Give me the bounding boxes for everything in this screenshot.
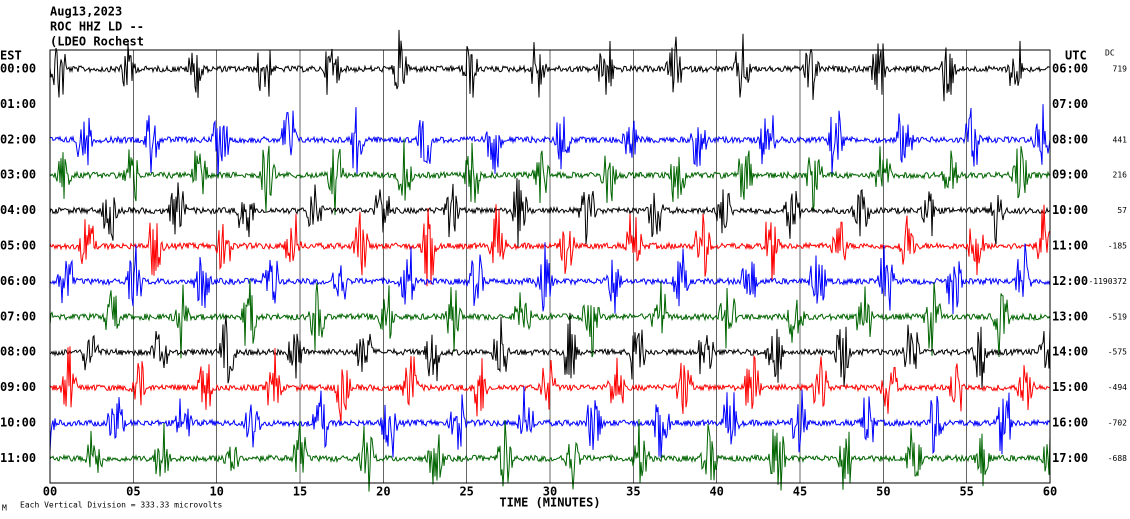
dc-label: -1190372 bbox=[1088, 277, 1127, 286]
est-label: 05:00 bbox=[0, 239, 36, 253]
x-tick-label: 15 bbox=[293, 485, 307, 499]
x-tick-label: 00 bbox=[43, 485, 57, 499]
x-tick-label: 05 bbox=[126, 485, 140, 499]
trace bbox=[49, 346, 1051, 424]
right-axis-title: UTC bbox=[1065, 49, 1087, 63]
utc-label: 08:00 bbox=[1052, 132, 1088, 146]
x-tick-label: 40 bbox=[709, 485, 723, 499]
x-tick-label: 35 bbox=[626, 485, 640, 499]
x-tick-label: 60 bbox=[1043, 485, 1057, 499]
x-tick-label: 50 bbox=[876, 485, 890, 499]
est-label: 01:00 bbox=[0, 97, 36, 111]
x-tick-label: 45 bbox=[793, 485, 807, 499]
dc-label: -519 bbox=[1108, 312, 1127, 321]
est-label: 10:00 bbox=[0, 416, 36, 430]
x-tick-label: 30 bbox=[543, 485, 557, 499]
trace bbox=[49, 312, 1051, 390]
est-label: 11:00 bbox=[0, 451, 36, 465]
utc-label: 15:00 bbox=[1052, 380, 1088, 394]
trace bbox=[49, 104, 1051, 179]
est-label: 06:00 bbox=[0, 274, 36, 288]
trace bbox=[49, 418, 1051, 492]
left-axis-title: EST bbox=[0, 49, 22, 63]
est-label: 03:00 bbox=[0, 168, 36, 182]
labels: 00 05 10 15 20 25 30 35 40 45 50 55 60 00:00 06:00 719 0… bbox=[0, 62, 1127, 499]
est-label: 00:00 bbox=[0, 62, 36, 76]
footer-mark: M bbox=[2, 504, 7, 513]
dc-label: 57 bbox=[1117, 206, 1127, 215]
est-label: 02:00 bbox=[0, 132, 36, 146]
trace bbox=[49, 386, 1051, 459]
x-axis-title: TIME (MINUTES) bbox=[499, 496, 600, 510]
utc-label: 09:00 bbox=[1052, 168, 1088, 182]
trace bbox=[49, 138, 1051, 216]
trace bbox=[49, 278, 1051, 359]
dc-title: DC bbox=[1105, 49, 1115, 58]
dc-label: -702 bbox=[1108, 419, 1127, 428]
x-tick-label: 20 bbox=[376, 485, 390, 499]
utc-label: 10:00 bbox=[1052, 203, 1088, 217]
station: ROC HHZ LD -- bbox=[50, 20, 144, 34]
trace bbox=[49, 178, 1051, 248]
utc-label: 17:00 bbox=[1052, 451, 1088, 465]
x-tick-label: 25 bbox=[459, 485, 473, 499]
utc-label: 12:00 bbox=[1052, 274, 1088, 288]
dc-label: -575 bbox=[1108, 348, 1127, 357]
utc-label: 06:00 bbox=[1052, 62, 1088, 76]
trace bbox=[49, 204, 1051, 287]
utc-label: 16:00 bbox=[1052, 416, 1088, 430]
network: (LDEO Rochest bbox=[50, 35, 144, 49]
x-tick-label: 55 bbox=[959, 485, 973, 499]
est-label: 08:00 bbox=[0, 345, 36, 359]
est-label: 09:00 bbox=[0, 380, 36, 394]
plot-frame bbox=[49, 49, 1051, 484]
utc-label: 07:00 bbox=[1052, 97, 1088, 111]
dc-label: 216 bbox=[1113, 171, 1128, 180]
dc-label: -688 bbox=[1108, 454, 1127, 463]
dc-label: 441 bbox=[1113, 135, 1128, 144]
dc-label: -494 bbox=[1108, 383, 1127, 392]
date: Aug13,2023 bbox=[50, 5, 122, 19]
dc-label: -185 bbox=[1108, 242, 1127, 251]
x-tick-label: 10 bbox=[209, 485, 223, 499]
footer: Each Vertical Division = 333.33 microvol… bbox=[20, 501, 222, 510]
traces bbox=[49, 29, 1051, 492]
est-label: 04:00 bbox=[0, 203, 36, 217]
utc-label: 14:00 bbox=[1052, 345, 1088, 359]
utc-label: 11:00 bbox=[1052, 239, 1088, 253]
est-label: 07:00 bbox=[0, 309, 36, 323]
dc-label: 719 bbox=[1113, 65, 1128, 74]
trace bbox=[49, 242, 1051, 315]
utc-label: 13:00 bbox=[1052, 309, 1088, 323]
